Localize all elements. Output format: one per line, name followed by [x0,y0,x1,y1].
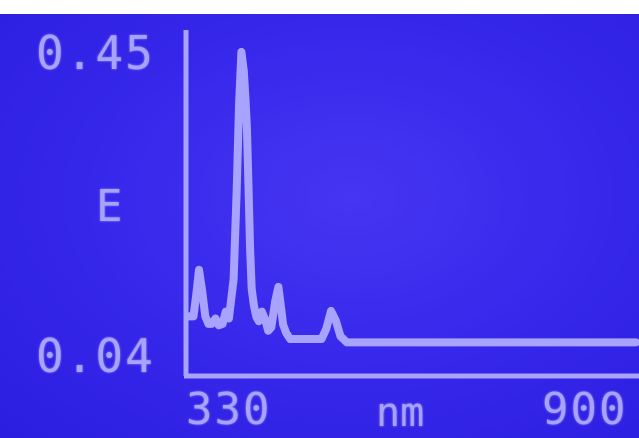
x-axis-unit-label: nm [376,390,425,436]
x-axis-max-label: 900 [542,384,628,435]
x-axis-min-label: 330 [186,384,272,435]
y-axis-title: E [96,181,123,232]
y-axis-max-label: 0.45 [36,26,155,80]
y-axis-min-label: 0.04 [36,329,155,383]
spectrum-series-line [184,47,639,347]
bezel-edge [0,0,639,14]
